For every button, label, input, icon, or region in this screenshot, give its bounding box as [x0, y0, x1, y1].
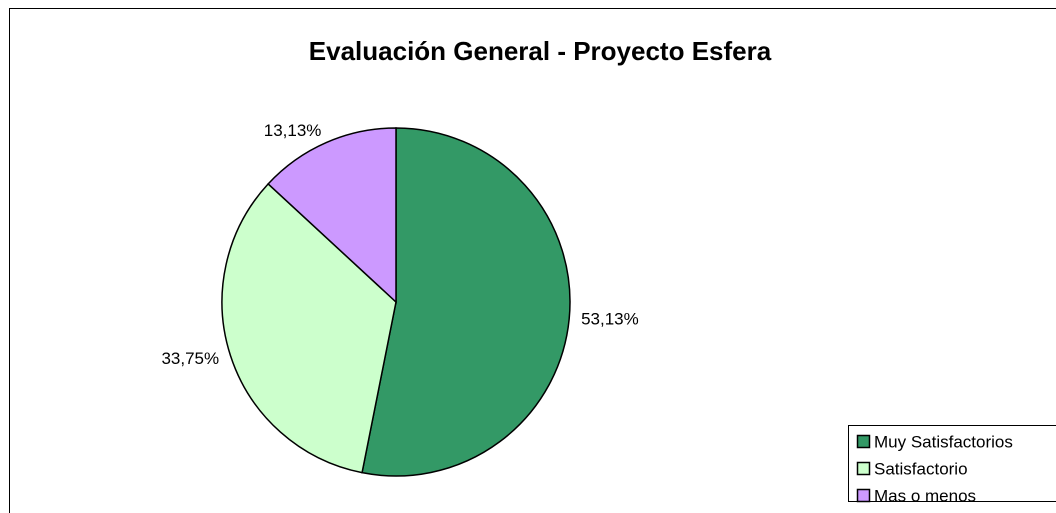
data-label: 33,75% — [161, 349, 219, 368]
data-label: 13,13% — [264, 121, 322, 140]
legend-swatch — [856, 488, 871, 503]
legend-swatch — [856, 434, 871, 449]
legend — [848, 425, 1056, 502]
legend-label: Satisfactorio — [874, 459, 968, 478]
chart-title: Evaluación General - Proyecto Esfera — [309, 36, 772, 66]
data-label: 53,13% — [581, 310, 639, 329]
legend-swatch — [856, 461, 871, 476]
pie-slice — [267, 127, 397, 304]
pie-slice — [221, 182, 397, 474]
legend-label: Mas o menos — [874, 486, 976, 505]
legend-label: Muy Satisfactorios — [874, 432, 1013, 451]
pie-slice — [361, 127, 571, 477]
